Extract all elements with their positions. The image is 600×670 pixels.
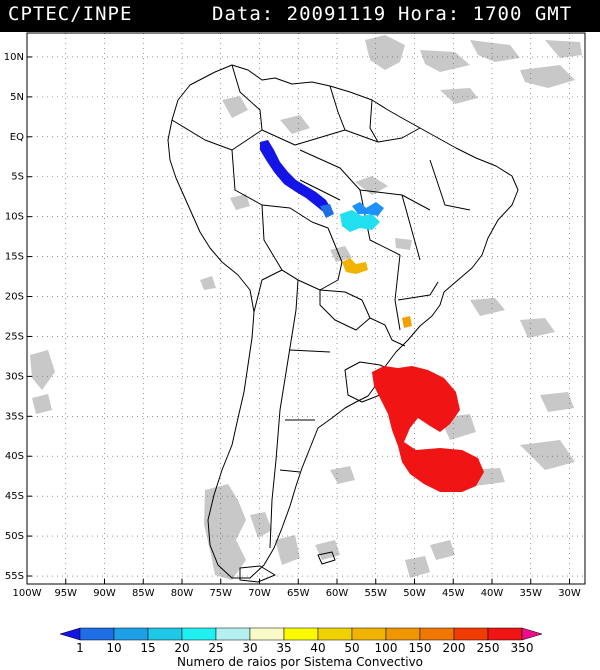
lat-tick-label: 45S	[5, 491, 24, 502]
acre-cell	[320, 204, 334, 218]
border-guyana-suriname	[369, 99, 379, 143]
lon-tick-label: 50W	[403, 588, 426, 599]
parana-cells	[402, 316, 412, 328]
time-label: Hora: 1700 GMT	[398, 3, 573, 25]
border-colombia-ecuador-peru	[171, 119, 263, 151]
colorbar-tick-label: 350	[511, 641, 534, 655]
colorbar-swatch	[113, 627, 149, 641]
colorbar-tick-label: 10	[106, 641, 121, 655]
lat-tick-label: 35S	[5, 411, 24, 422]
amazon-band	[260, 140, 332, 214]
lon-tick-label: 95W	[54, 588, 77, 599]
lon-tick-label: 55W	[364, 588, 387, 599]
border-chile-argentina	[253, 269, 299, 549]
header-bar: CPTEC/INPE Data: 20091119 Hora: 1700 GMT	[0, 0, 600, 32]
colorbar-tick-label: 50	[344, 641, 359, 655]
colorbar-tick-label: 40	[310, 641, 325, 655]
lon-tick-label: 45W	[442, 588, 465, 599]
map-area	[27, 33, 585, 584]
falkland-islands	[317, 551, 336, 565]
lon-tick-label: 70W	[248, 588, 271, 599]
colorbar-swatch	[59, 627, 81, 641]
lon-tick-label: 90W	[93, 588, 116, 599]
grid-lines	[27, 33, 585, 584]
border-brazil-states	[299, 149, 471, 331]
colorbar-tick-label: 25	[208, 641, 223, 655]
lon-tick-label: 60W	[326, 588, 349, 599]
lat-tick-label: 20S	[5, 292, 24, 303]
lat-tick-label: 10N	[4, 52, 24, 63]
colorbar-swatch	[317, 627, 353, 641]
colorbar-tick-label: 100	[375, 641, 398, 655]
tierra-del-fuego	[239, 565, 276, 583]
lat-tick-label: 30S	[5, 371, 24, 382]
colorbar-label: Numero de raios por Sistema Convectivo	[176, 655, 424, 669]
colorbar-tick-label: 200	[443, 641, 466, 655]
lon-tick-label: 30W	[558, 588, 581, 599]
lat-tick-label: 5S	[11, 172, 24, 183]
colorbar-swatch	[385, 627, 421, 641]
border-paraguay	[319, 289, 371, 331]
lat-tick-label: EQ	[10, 132, 24, 143]
colorbar-tick-label: 1	[76, 641, 84, 655]
colorbar-swatch	[79, 627, 115, 641]
lon-tick-label: 75W	[209, 588, 232, 599]
colorbar-swatch	[181, 627, 217, 641]
date-label: Data: 20091119	[212, 3, 387, 25]
map-frame	[26, 32, 586, 585]
lon-tick-label: 85W	[132, 588, 155, 599]
colorbar-swatch	[147, 627, 183, 641]
lat-tick-label: 50S	[5, 531, 24, 542]
colorbar: 1 10 15 20 25 30 35 40 50 100 150 200 250 350	[59, 627, 543, 655]
south-america-coastline	[167, 64, 519, 579]
colorbar-swatch	[215, 627, 251, 641]
pantanal-cells	[342, 258, 368, 274]
colorbar-swatch	[453, 627, 489, 641]
border-colombia-venezuela	[231, 64, 263, 131]
colorbar-tick-label: 35	[276, 641, 291, 655]
lon-tick-label: 35W	[519, 588, 542, 599]
lat-tick-label: 5N	[10, 92, 24, 103]
colorbar-swatch	[419, 627, 455, 641]
colorbar-tick-label: 15	[140, 641, 155, 655]
lon-tick-label: 65W	[287, 588, 310, 599]
lon-tick-label: 100W	[13, 588, 42, 599]
blue-cells	[352, 202, 384, 216]
lat-tick-label: 15S	[5, 252, 24, 263]
border-argentina-provinces	[279, 349, 331, 473]
south-atlantic-system	[372, 366, 484, 492]
colorbar-swatch	[351, 627, 387, 641]
lon-tick-label: 80W	[171, 588, 194, 599]
longitude-axis: 100W 95W 90W 85W 80W 75W 70W 65W 60W 55W 50W 45W 40W…	[13, 579, 581, 599]
lat-tick-label: 55S	[5, 571, 24, 582]
lon-tick-label: 40W	[481, 588, 504, 599]
source-label: CPTEC/INPE	[8, 3, 133, 25]
colorbar-swatch	[283, 627, 319, 641]
convective-systems	[260, 140, 484, 492]
colorbar-tick-label: 20	[174, 641, 189, 655]
latitude-axis: 10N 5N EQ 5S 10S 15S 20S 25S 30S 35S 40S 45S 50S 55S	[4, 52, 32, 582]
border-brazil-north	[261, 127, 421, 146]
colorbar-tick-label: 150	[409, 641, 432, 655]
colorbar-swatch	[249, 627, 285, 641]
border-brazil-argentina	[369, 317, 406, 347]
mato-grosso-cells	[340, 210, 380, 232]
colorbar-swatch	[521, 627, 543, 641]
colorbar-tick-label: 30	[242, 641, 257, 655]
border-venezuela-guyana	[329, 85, 346, 131]
colorbar-tick-label: 250	[477, 641, 500, 655]
lat-tick-label: 40S	[5, 451, 24, 462]
colorbar-swatch	[487, 627, 523, 641]
lat-tick-label: 10S	[5, 212, 24, 223]
lat-tick-label: 25S	[5, 331, 24, 342]
